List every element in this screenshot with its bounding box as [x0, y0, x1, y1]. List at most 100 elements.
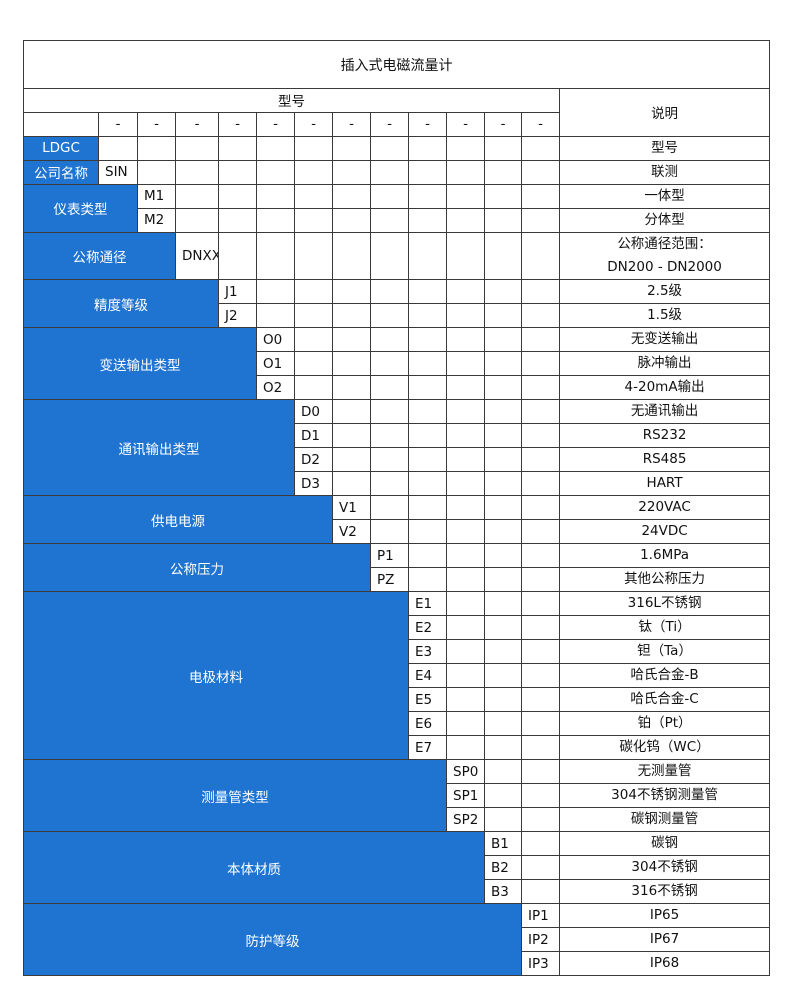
empty-cell	[294, 183, 333, 209]
empty-cell	[521, 615, 560, 641]
empty-cell	[446, 303, 485, 329]
option-code: J2	[218, 303, 257, 329]
option-code: SIN	[98, 159, 138, 185]
empty-cell	[408, 471, 447, 497]
dash-cell: -	[98, 111, 138, 137]
option-description: 无测量管	[558, 759, 771, 785]
table-row: PZ 其他公称压力	[24, 567, 771, 593]
option-code: E2	[408, 615, 447, 641]
empty-cell	[294, 279, 333, 305]
empty-cell	[521, 471, 560, 497]
empty-cell	[218, 159, 257, 185]
option-description: 型号	[558, 135, 771, 161]
option-code: SP1	[446, 783, 485, 809]
option-description: 碳钢测量管	[558, 807, 771, 833]
empty-cell	[521, 135, 560, 161]
empty-cell	[370, 375, 409, 401]
table-row: 公称通径 DNXX 公称通径范围： DN200 - DN2000	[23, 231, 771, 281]
option-code: B1	[484, 831, 522, 857]
model-header: 型号	[23, 88, 560, 113]
empty-cell	[521, 711, 560, 737]
table-row: 电极材料 E1 316L不锈钢	[23, 591, 771, 761]
category-label: 测量管类型	[23, 759, 447, 833]
category-label: 仪表类型	[23, 183, 138, 233]
empty-cell	[484, 495, 522, 521]
dash-cell: -	[332, 111, 371, 137]
empty-cell	[256, 183, 295, 209]
empty-cell	[408, 327, 447, 353]
option-code: SP0	[446, 759, 485, 785]
empty-cell	[218, 135, 257, 161]
empty-cell	[446, 375, 485, 401]
table-row: D3 HART	[24, 471, 771, 497]
empty-cell	[521, 879, 560, 905]
empty-cell	[484, 183, 522, 209]
empty-cell	[521, 183, 560, 209]
option-description: 24VDC	[558, 519, 771, 545]
option-code: E4	[408, 663, 447, 689]
empty-cell	[484, 735, 522, 761]
option-description: 分体型	[558, 207, 771, 233]
empty-cell	[446, 279, 485, 305]
empty-cell	[408, 543, 447, 569]
table-row: E3 钽（Ta）	[24, 639, 771, 665]
empty-cell	[521, 591, 560, 617]
option-code: O1	[256, 351, 295, 377]
empty-cell	[332, 375, 371, 401]
empty-cell	[446, 135, 485, 161]
empty-cell	[521, 807, 560, 833]
empty-cell	[175, 183, 219, 209]
empty-cell	[484, 663, 522, 689]
option-description: 2.5级	[558, 279, 771, 305]
option-description: 哈氏合金-C	[558, 687, 771, 713]
empty-cell	[446, 471, 485, 497]
empty-cell	[294, 351, 333, 377]
option-code: IP3	[521, 951, 560, 977]
option-code: M2	[137, 207, 176, 233]
table-row: 本体材质 B1 碳钢	[23, 831, 771, 905]
empty-cell	[137, 135, 176, 161]
table-row: E4 哈氏合金-B	[24, 663, 771, 689]
dash-cell: -	[294, 111, 333, 137]
empty-cell	[175, 159, 219, 185]
empty-cell	[484, 303, 522, 329]
empty-cell	[408, 351, 447, 377]
empty-cell	[521, 687, 560, 713]
table-row: 通讯输出类型 D0 无通讯输出	[23, 399, 771, 497]
empty-cell	[294, 135, 333, 161]
option-description: 碳钢	[558, 831, 771, 857]
empty-cell	[408, 495, 447, 521]
option-description: IP65	[558, 903, 771, 929]
table-row: D2 RS485	[24, 447, 771, 473]
option-description: IP68	[558, 951, 771, 977]
option-code: D0	[294, 399, 333, 425]
empty-cell	[521, 447, 560, 473]
header-row: 型号 说明	[23, 88, 771, 137]
option-description: 碳化钨（WC）	[558, 735, 771, 761]
dash-cell: -	[370, 111, 409, 137]
table-row: 精度等级 J1 2.5级	[23, 279, 771, 329]
empty-cell	[446, 351, 485, 377]
table-row: V2 24VDC	[24, 519, 771, 545]
option-description: IP67	[558, 927, 771, 953]
empty-cell	[370, 423, 409, 449]
empty-cell	[294, 375, 333, 401]
empty-cell	[332, 135, 371, 161]
empty-cell	[484, 471, 522, 497]
empty-cell	[484, 279, 522, 305]
category-label: LDGC	[23, 135, 99, 161]
empty-cell	[370, 351, 409, 377]
dash-cell: -	[484, 111, 522, 137]
empty-cell	[370, 303, 409, 329]
dash-cell: -	[175, 111, 219, 137]
option-description: 无变送输出	[558, 327, 771, 353]
table-row: 测量管类型 SP0 无测量管	[23, 759, 771, 833]
empty-cell	[446, 567, 485, 593]
empty-cell	[521, 327, 560, 353]
option-description: 316L不锈钢	[558, 591, 771, 617]
option-code: J1	[218, 279, 257, 305]
empty-cell	[332, 159, 371, 185]
option-code: IP1	[521, 903, 560, 929]
option-description: 铂（Pt）	[558, 711, 771, 737]
table-row: LDGC 型号	[23, 135, 771, 161]
